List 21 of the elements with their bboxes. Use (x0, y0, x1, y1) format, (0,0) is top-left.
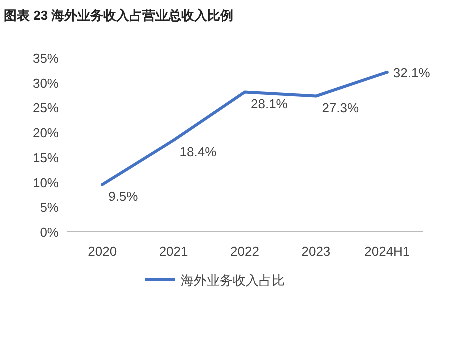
x-tick-label: 2020 (88, 244, 118, 259)
y-tick-label: 15% (32, 150, 60, 166)
data-label: 9.5% (108, 188, 139, 204)
y-tick-label: 35% (32, 51, 60, 66)
line-series (101, 70, 389, 186)
legend-label: 海外业务收入占比 (181, 273, 285, 288)
data-label: 18.4% (180, 144, 218, 160)
data-label: 32.1% (393, 65, 431, 80)
data-label: 28.1% (251, 96, 288, 112)
y-tick-label: 0% (40, 225, 60, 240)
x-tick-label: 2021 (159, 244, 188, 259)
x-tick-label: 2024H1 (364, 244, 410, 259)
y-tick-label: 30% (32, 76, 60, 91)
data-label: 27.3% (322, 100, 360, 116)
y-tick-label: 10% (32, 175, 60, 190)
y-tick-label: 5% (40, 200, 60, 216)
y-tick-label: 25% (32, 100, 60, 116)
x-tick-label: 2023 (302, 244, 331, 259)
chart-title: 图表 23 海外业务收入占营业总收入比例 (4, 8, 234, 23)
y-tick-label: 20% (32, 126, 60, 141)
x-tick-label: 2022 (230, 244, 260, 259)
